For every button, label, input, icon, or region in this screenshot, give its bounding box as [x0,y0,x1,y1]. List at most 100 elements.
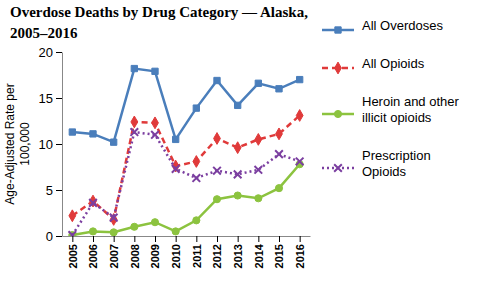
y-tick-label: 20 [39,45,53,60]
x-tick: 2012 [211,236,223,268]
text-line: Prescription [362,148,431,163]
point-marker [213,167,221,175]
legend-item: All Overdoses [322,18,443,33]
x-tick-mark [134,236,135,242]
x-tick: 2010 [170,236,182,268]
point-marker [172,228,179,235]
y-tick-mark [56,52,62,53]
y-tick-mark [56,190,62,191]
x-tick-label: 2014 [253,243,265,268]
point-marker [131,116,138,128]
y-axis: 0 5 10 15 20 [39,45,63,244]
x-tick: 2009 [149,236,161,268]
point-marker [89,228,96,235]
x-tick-mark [72,236,73,242]
x-tick-label: 2009 [149,244,161,268]
y-tick-mark [56,98,62,99]
x-tick-mark [93,236,94,242]
point-marker [151,131,159,139]
legend-marker [334,110,341,117]
y-tick: 5 [46,183,62,198]
legend: All Overdoses All Opioids Heroin and other… [322,18,460,179]
x-tick: 2008 [129,236,141,268]
legend-marker [334,164,342,172]
series-line [72,69,299,143]
x-tick: 2006 [87,236,99,268]
point-marker [152,68,158,74]
y-tick-label: 10 [39,137,53,152]
x-tick-mark [279,236,280,242]
point-marker [90,131,96,137]
point-marker [235,102,241,108]
y-axis-title: Age-Adjusted Rate per100,000 [3,83,32,204]
x-tick-mark [155,236,156,242]
point-marker [275,185,282,192]
point-marker [110,214,118,222]
y-tick: 0 [46,229,62,244]
chart: Overdose Deaths by Drug Category — Alask… [0,0,500,291]
x-tick: 2011 [191,236,203,268]
x-tick-mark [114,236,115,242]
point-marker [69,231,77,236]
point-marker [110,229,117,236]
y-tick: 20 [39,45,62,60]
point-marker [131,65,137,71]
point-marker [213,196,220,203]
point-marker [276,128,283,140]
point-marker [173,136,179,142]
point-marker [214,133,221,145]
x-tick: 2007 [108,236,120,268]
text-line: Heroin and other [362,94,460,109]
point-marker [296,158,304,166]
x-tick-mark [300,236,301,242]
x-tick: 2005 [67,236,79,268]
point-marker [276,86,282,92]
text-line: Age-Adjusted Rate per [3,83,17,204]
x-tick-label: 2010 [170,244,182,268]
point-marker [152,117,159,129]
point-marker [172,165,180,173]
y-tick-label: 15 [39,91,53,106]
point-marker [193,105,199,111]
legend-label: All Opioids [362,56,425,71]
x-tick: 2013 [232,236,244,268]
x-tick-label: 2015 [273,244,285,268]
x-tick-label: 2005 [67,244,79,268]
point-marker [255,134,262,146]
y-tick-mark [56,236,62,237]
point-marker [234,192,241,199]
point-marker [193,156,200,168]
point-marker [193,174,201,182]
x-tick-label: 2007 [108,244,120,268]
x-tick-label: 2013 [232,244,244,268]
title: Overdose Deaths by Drug Category — Alask… [10,4,308,41]
point-marker [255,166,263,174]
series-line [72,164,299,235]
y-tick: 10 [39,137,62,152]
series-line [72,132,299,235]
x-tick-mark [176,236,177,242]
point-marker [297,76,303,82]
text-line: 100,000 [18,122,32,166]
x-tick-label: 2006 [87,244,99,268]
point-marker [111,139,117,145]
x-tick-mark [217,236,218,242]
legend-marker [335,62,342,74]
x-tick: 2015 [273,236,285,268]
x-tick: 2014 [253,236,265,268]
plot-area [69,65,304,236]
legend-label: Heroin and otherillicit opioids [362,94,460,125]
point-marker [172,160,179,172]
point-marker [193,217,200,224]
legend-label: All Overdoses [362,18,443,33]
y-tick-label: 0 [46,229,53,244]
x-tick: 2016 [294,236,306,268]
text-line: Overdose Deaths by Drug Category — Alask… [10,4,308,20]
point-marker [234,142,241,154]
point-marker [214,77,220,83]
point-marker [89,199,97,207]
legend-item: PrescriptionOpioids [322,148,431,179]
legend-label: PrescriptionOpioids [362,148,431,179]
point-marker [69,129,75,135]
y-tick-mark [56,144,62,145]
